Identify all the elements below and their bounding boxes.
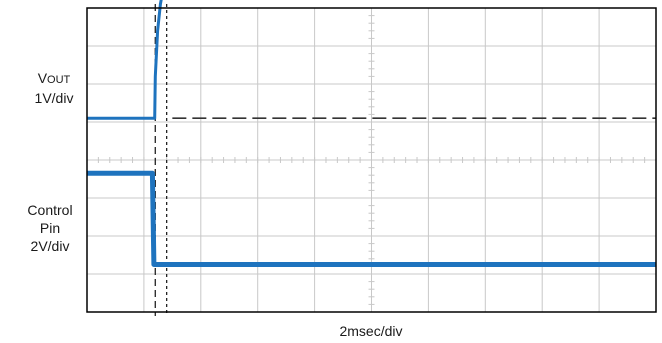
vout-subscript: OUT	[47, 74, 71, 86]
control-label-line2: Pin	[39, 220, 61, 236]
x-axis-label: 2msec/div	[339, 323, 403, 339]
vout-scale: 1V/div	[34, 90, 74, 106]
vout-prefix: V	[37, 70, 48, 86]
trace-vout	[87, 0, 163, 120]
plot-frame	[86, 7, 657, 313]
scope-label-vout: VOUT 1V/div	[22, 69, 86, 107]
trace-control-pin	[87, 170, 656, 267]
control-scale: 2V/div	[30, 238, 70, 254]
control-label-line1: Control	[27, 202, 73, 218]
traces	[87, 0, 656, 267]
grid	[86, 4, 656, 316]
scope-label-control: Control Pin 2V/div	[14, 201, 86, 255]
